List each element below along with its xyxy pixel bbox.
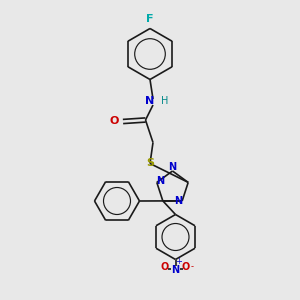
Text: O: O: [182, 262, 190, 272]
Text: O: O: [109, 116, 119, 127]
Text: N: N: [175, 196, 183, 206]
Text: -: -: [190, 262, 194, 272]
Text: F: F: [146, 14, 154, 25]
Text: N: N: [146, 95, 154, 106]
Text: N: N: [168, 162, 177, 172]
Text: +: +: [175, 257, 182, 266]
Text: S: S: [146, 158, 154, 169]
Text: H: H: [161, 95, 168, 106]
Text: O: O: [161, 262, 169, 272]
Text: N: N: [171, 265, 180, 275]
Text: N: N: [156, 176, 164, 186]
